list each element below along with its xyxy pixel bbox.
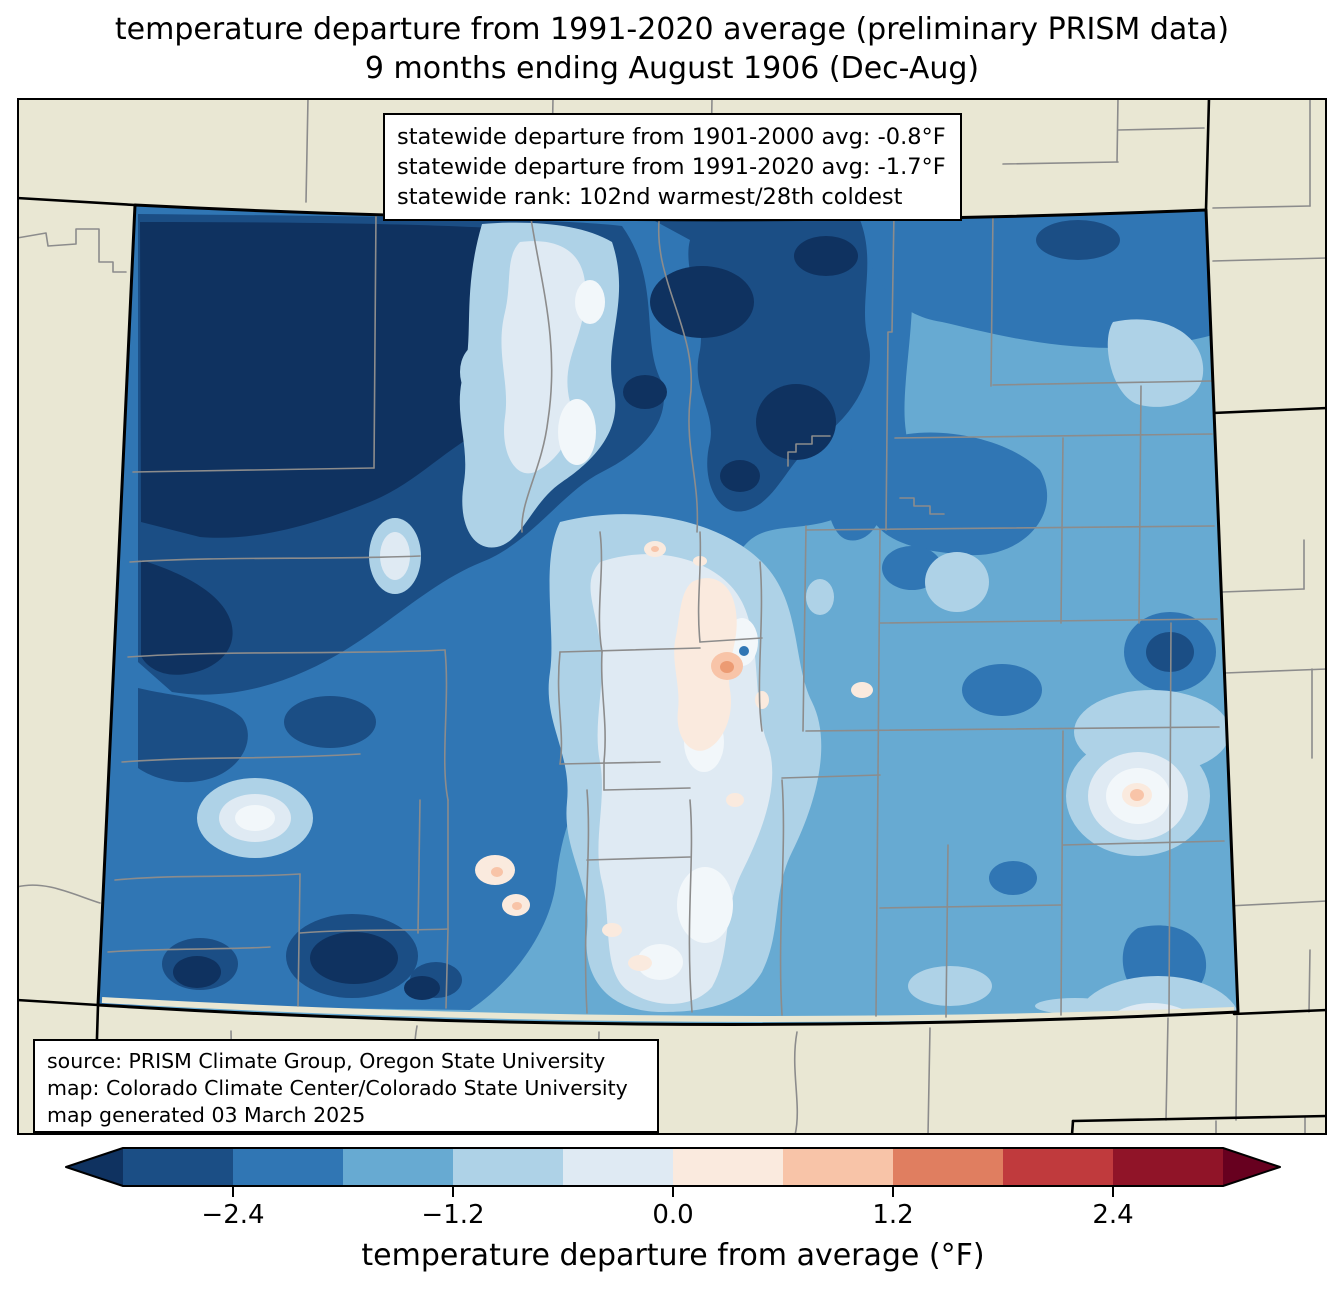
colorbar-over-arrow <box>1223 1148 1280 1186</box>
colorbar-tick-label: −1.2 <box>421 1200 485 1230</box>
colorbar-tick-label: −2.4 <box>201 1200 265 1230</box>
source-line-1: source: PRISM Climate Group, Oregon Stat… <box>47 1049 606 1073</box>
colorbar-segment <box>563 1148 673 1186</box>
source-line-2: map: Colorado Climate Center/Colorado St… <box>47 1076 628 1100</box>
colorbar-segment <box>343 1148 453 1186</box>
stats-line-3: statewide rank: 102nd warmest/28th colde… <box>397 184 903 210</box>
colorbar-segment <box>233 1148 343 1186</box>
colorbar-segment <box>783 1148 893 1186</box>
source-attribution-box: source: PRISM Climate Group, Oregon Stat… <box>33 1039 659 1133</box>
colorbar <box>65 1147 1281 1197</box>
colorbar-under-arrow <box>66 1148 123 1186</box>
colorbar-segment <box>123 1148 233 1186</box>
statewide-stats-box: statewide departure from 1901-2000 avg: … <box>383 113 962 221</box>
colorbar-tick-label: 1.2 <box>872 1200 914 1230</box>
stats-line-2: statewide departure from 1991-2020 avg: … <box>397 154 946 180</box>
stats-line-1: statewide departure from 1901-2000 avg: … <box>397 124 946 150</box>
colorado-temperature-map <box>17 98 1327 1135</box>
colorbar-tick-marks <box>232 1186 1114 1197</box>
colorbar-tick-label: 0.0 <box>652 1200 694 1230</box>
colorbar-segment <box>453 1148 563 1186</box>
colorbar-segment <box>673 1148 783 1186</box>
title-line-1: temperature departure from 1991-2020 ave… <box>114 12 1230 47</box>
colorbar-segment <box>1003 1148 1113 1186</box>
colorbar-segment <box>893 1148 1003 1186</box>
colorbar-segment <box>1113 1148 1223 1186</box>
source-line-3: map generated 03 March 2025 <box>47 1103 366 1127</box>
colorbar-cells <box>123 1148 1223 1186</box>
colorado-county-lines <box>107 211 1225 1018</box>
colorbar-axis-label: temperature departure from average (°F) <box>361 1238 985 1273</box>
colorbar-tick-label: 2.4 <box>1092 1200 1134 1230</box>
axes-frame <box>17 98 1327 1135</box>
title-line-2: 9 months ending August 1906 (Dec-Aug) <box>364 51 980 86</box>
figure-title: temperature departure from 1991-2020 ave… <box>0 10 1344 88</box>
contour-fills <box>98 205 1238 1025</box>
colorbar-outline <box>65 1147 1281 1187</box>
